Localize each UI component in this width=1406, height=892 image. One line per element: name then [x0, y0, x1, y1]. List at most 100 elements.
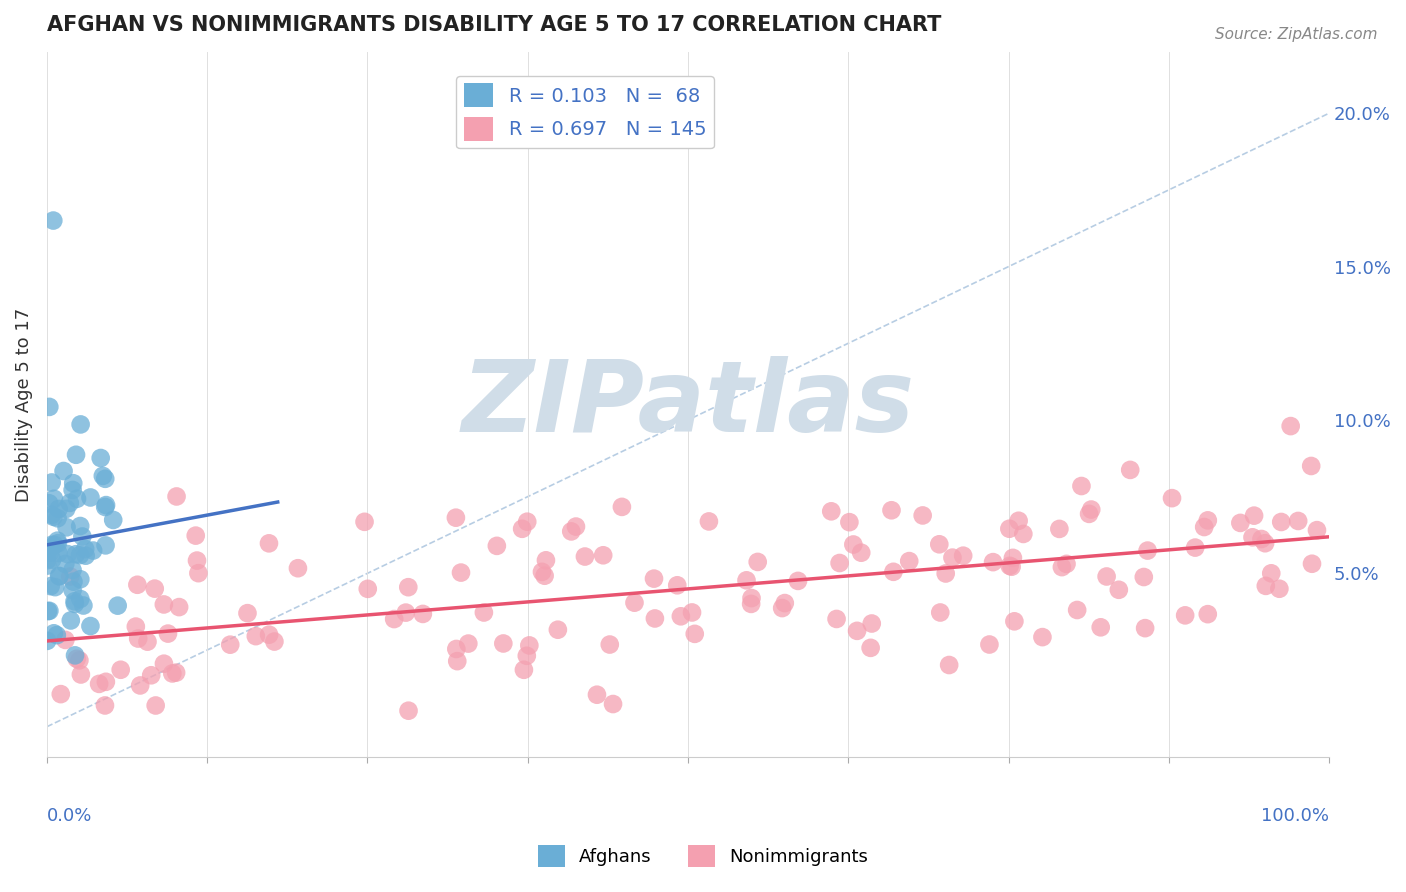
Point — [165, 665, 187, 680]
Point — [533, 568, 555, 582]
Point — [41, 552, 63, 566]
Y-axis label: Disability Age 5 to 17: Disability Age 5 to 17 — [15, 308, 32, 501]
Point — [1090, 620, 1112, 634]
Point — [1301, 458, 1323, 473]
Point — [48, 569, 70, 583]
Point — [82, 543, 104, 558]
Point — [602, 697, 624, 711]
Point — [41, 538, 63, 552]
Point — [263, 634, 285, 648]
Point — [145, 698, 167, 713]
Point — [1133, 621, 1156, 635]
Point — [851, 546, 873, 560]
Point — [46, 533, 69, 548]
Point — [1001, 559, 1024, 574]
Text: AFGHAN VS NONIMMIGRANTS DISABILITY AGE 5 TO 17 CORRELATION CHART: AFGHAN VS NONIMMIGRANTS DISABILITY AGE 5… — [46, 15, 941, 35]
Point — [48, 569, 70, 583]
Point — [1066, 603, 1088, 617]
Point — [952, 549, 974, 563]
Point — [79, 619, 101, 633]
Point — [1197, 513, 1219, 527]
Point — [610, 500, 633, 514]
Point — [396, 580, 419, 594]
Point — [450, 566, 472, 580]
Point — [75, 541, 97, 556]
Point — [643, 572, 665, 586]
Point — [1095, 569, 1118, 583]
Point — [72, 529, 94, 543]
Point — [828, 556, 851, 570]
Point — [37, 558, 59, 573]
Point — [39, 579, 62, 593]
Point — [740, 597, 762, 611]
Point — [773, 596, 796, 610]
Point — [59, 614, 82, 628]
Point — [45, 628, 67, 642]
Point — [69, 572, 91, 586]
Point — [162, 666, 184, 681]
Point — [1001, 550, 1024, 565]
Point — [287, 561, 309, 575]
Point — [245, 629, 267, 643]
Point — [353, 515, 375, 529]
Point — [37, 553, 59, 567]
Point — [898, 554, 921, 568]
Point — [1056, 557, 1078, 571]
Point — [787, 574, 810, 588]
Point — [94, 538, 117, 552]
Point — [37, 604, 59, 618]
Point — [510, 522, 533, 536]
Point — [62, 476, 84, 491]
Point — [153, 598, 176, 612]
Point — [62, 574, 84, 589]
Point — [1192, 520, 1215, 534]
Point — [53, 632, 76, 647]
Point — [166, 490, 188, 504]
Point — [1286, 514, 1309, 528]
Point — [63, 594, 86, 608]
Point — [1184, 541, 1206, 555]
Point — [87, 677, 110, 691]
Point — [46, 511, 69, 525]
Point — [1306, 523, 1329, 537]
Point — [52, 464, 75, 478]
Text: ZIPatlas: ZIPatlas — [461, 356, 914, 453]
Point — [1108, 582, 1130, 597]
Point — [38, 604, 60, 618]
Point — [1268, 582, 1291, 596]
Point — [56, 547, 79, 561]
Point — [516, 648, 538, 663]
Point — [69, 548, 91, 562]
Point — [69, 519, 91, 533]
Point — [911, 508, 934, 523]
Point — [1250, 532, 1272, 546]
Point — [55, 501, 77, 516]
Point — [66, 491, 89, 506]
Point — [472, 606, 495, 620]
Point — [44, 538, 66, 552]
Point — [1133, 570, 1156, 584]
Point — [91, 468, 114, 483]
Point — [735, 574, 758, 588]
Text: Source: ZipAtlas.com: Source: ZipAtlas.com — [1215, 27, 1378, 42]
Point — [63, 648, 86, 663]
Point — [1254, 536, 1277, 550]
Point — [49, 687, 72, 701]
Point — [882, 565, 904, 579]
Point — [136, 634, 159, 648]
Point — [125, 619, 148, 633]
Point — [398, 704, 420, 718]
Point — [1012, 527, 1035, 541]
Point — [998, 522, 1021, 536]
Point — [69, 417, 91, 432]
Point — [38, 400, 60, 414]
Point — [446, 654, 468, 668]
Point — [1174, 608, 1197, 623]
Point — [42, 213, 65, 227]
Point — [444, 510, 467, 524]
Point — [48, 502, 70, 516]
Point — [457, 637, 479, 651]
Point — [186, 553, 208, 567]
Point — [1070, 479, 1092, 493]
Point — [69, 591, 91, 606]
